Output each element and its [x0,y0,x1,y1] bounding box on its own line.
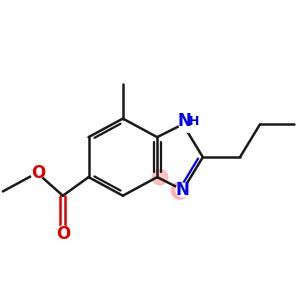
Circle shape [171,182,189,199]
Text: H: H [188,115,199,128]
Circle shape [56,226,70,240]
Circle shape [178,111,200,132]
Text: N: N [177,112,191,130]
Text: N: N [176,181,190,199]
Text: O: O [56,225,70,243]
Circle shape [176,183,190,197]
Text: O: O [32,164,46,182]
Circle shape [31,167,44,179]
Circle shape [152,169,168,185]
